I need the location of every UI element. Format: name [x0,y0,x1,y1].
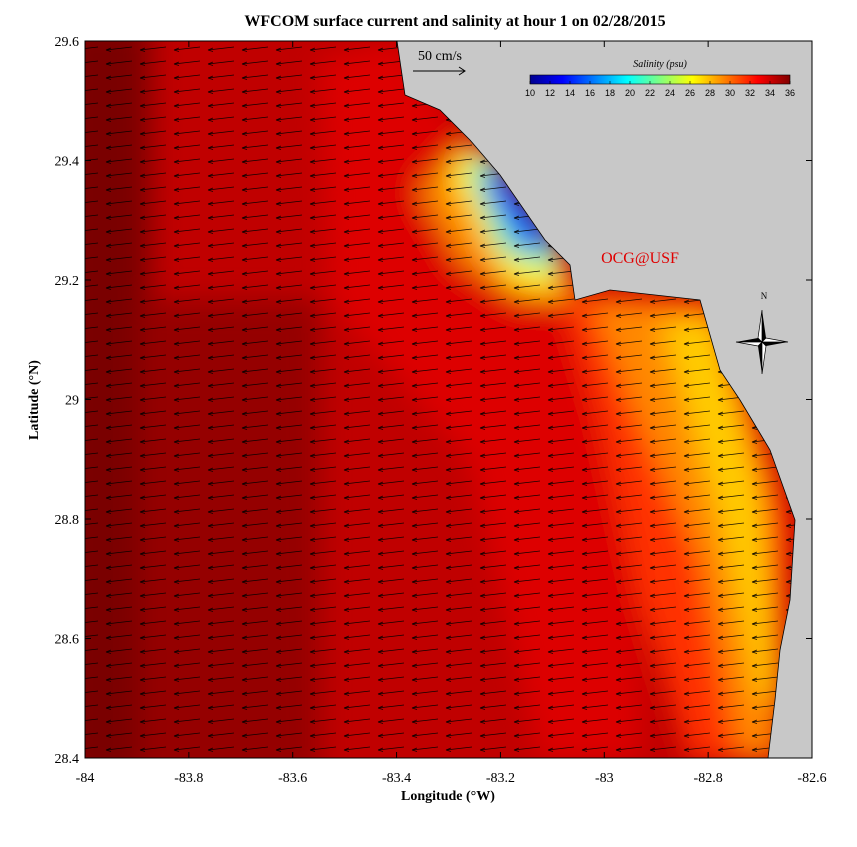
x-tick-label: -82.6 [797,771,826,786]
x-tick-label: -83 [595,771,614,786]
colorbar-tick-label: 20 [625,88,635,98]
scale-label: 50 cm/s [418,49,462,64]
map-field [85,41,812,758]
colorbar-tick-label: 16 [585,88,595,98]
colorbar-tick-label: 22 [645,88,655,98]
colorbar [529,74,791,85]
north-label: N [761,291,768,301]
colorbar-tick-label: 36 [785,88,795,98]
colorbar-tick-label: 26 [685,88,695,98]
y-axis-label: Latitude (°N) [27,360,42,440]
x-tick-label: -83.2 [486,771,515,786]
x-tick-label: -82.8 [694,771,723,786]
colorbar-tick-label: 14 [565,88,575,98]
y-tick-label: 28.4 [55,752,80,767]
scale-arrow [413,66,466,76]
colorbar-tick-label: 34 [765,88,775,98]
credit: OCG@USF [601,250,679,267]
x-tick-label: -83.4 [382,771,411,786]
x-axis-label: Longitude (°W) [401,789,495,804]
y-tick-label: 29.4 [55,155,80,170]
title: WFCOM surface current and salinity at ho… [244,13,665,30]
colorbar-tick-label: 30 [725,88,735,98]
y-tick-label: 29 [65,394,79,409]
land [396,41,812,758]
compass: N [735,291,789,375]
colorbar-tick-label: 18 [605,88,615,98]
colorbar-tick-label: 28 [705,88,715,98]
y-tick-label: 29.2 [55,274,80,289]
colorbar-tick-label: 10 [525,88,535,98]
y-tick-label: 29.6 [55,35,80,50]
x-tick-label: -83.6 [278,771,307,786]
colorbar-tick-label: 24 [665,88,675,98]
colorbar-title: Salinity (psu) [633,59,687,70]
colorbar-tick-label: 32 [745,88,755,98]
colorbar-tick-label: 12 [545,88,555,98]
y-tick-label: 28.8 [55,513,80,528]
y-tick-label: 28.6 [55,633,80,648]
x-tick-label: -84 [76,771,95,786]
x-tick-label: -83.8 [174,771,203,786]
